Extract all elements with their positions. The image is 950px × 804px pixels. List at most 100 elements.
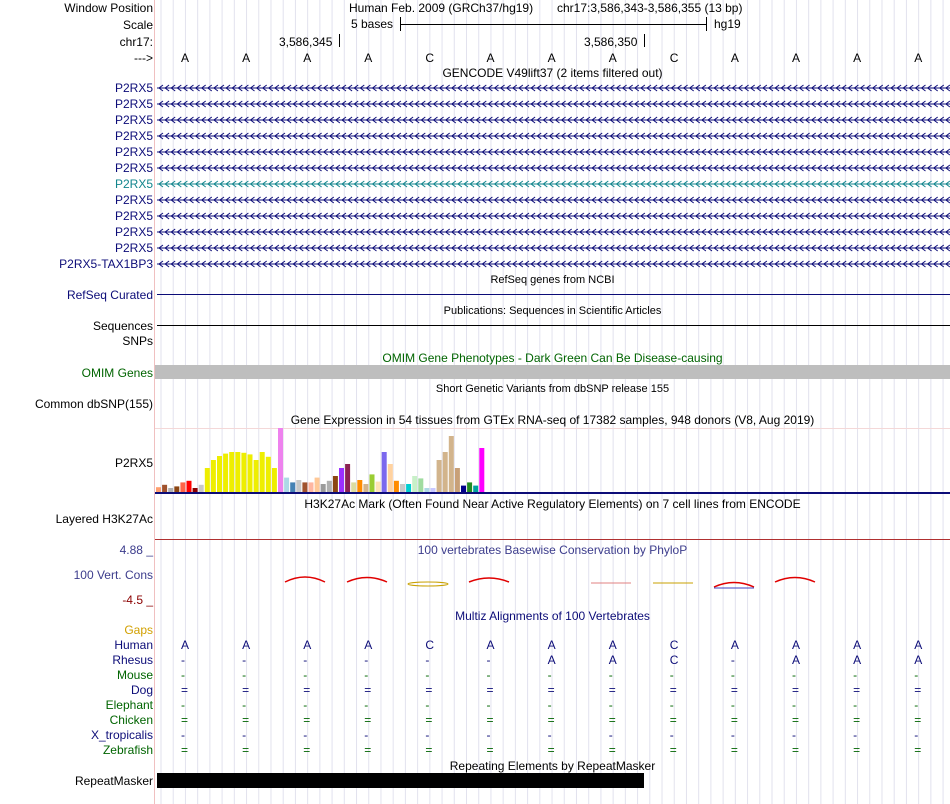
strand-arrow-icon xyxy=(579,148,585,156)
gencode-item-label[interactable]: P2RX5 xyxy=(114,145,153,159)
strand-arrow-icon xyxy=(365,196,371,204)
strand-arrow-icon xyxy=(188,116,194,124)
snps-label[interactable]: SNPs xyxy=(122,334,153,348)
species-label[interactable]: Elephant xyxy=(105,698,153,712)
gencode-item-label[interactable]: P2RX5 xyxy=(114,129,153,143)
omim-bar[interactable] xyxy=(155,365,950,379)
strand-arrow-icon xyxy=(286,212,292,220)
species-label[interactable]: Chicken xyxy=(109,713,153,727)
phylop-label[interactable]: 100 Vert. Cons xyxy=(73,568,153,582)
gencode-item-label[interactable]: P2RX5 xyxy=(114,81,153,95)
species-label[interactable]: Human xyxy=(114,638,153,652)
gencode-transcript-line[interactable] xyxy=(157,131,950,141)
omim-label[interactable]: OMIM Genes xyxy=(81,366,153,380)
gencode-item-label[interactable]: P2RX5 xyxy=(114,225,153,239)
strand-arrow-icon xyxy=(737,196,743,204)
strand-arrow-icon xyxy=(554,212,560,220)
gaps-label[interactable]: Gaps xyxy=(124,623,153,637)
strand-arrow-icon xyxy=(774,84,780,92)
strand-arrow-icon xyxy=(182,100,188,108)
gencode-transcript-line[interactable] xyxy=(157,259,950,269)
gencode-item-label[interactable]: P2RX5 xyxy=(114,177,153,191)
strand-arrow-icon xyxy=(420,260,426,268)
position-text[interactable]: chr17:3,586,343-3,586,355 (13 bp) xyxy=(557,1,743,15)
repeatmasker-bar[interactable] xyxy=(157,773,644,788)
strand-arrow-icon xyxy=(731,196,737,204)
gencode-transcript-line[interactable] xyxy=(157,243,950,253)
strand-arrow-icon xyxy=(170,84,176,92)
gencode-item-label[interactable]: P2RX5 xyxy=(114,209,153,223)
gencode-transcript-line[interactable] xyxy=(157,83,950,93)
strand-arrow-icon xyxy=(877,84,884,92)
species-label[interactable]: Rhesus xyxy=(112,653,153,667)
strand-arrow-icon xyxy=(908,212,914,220)
strand-arrow-icon xyxy=(389,116,396,124)
strand-arrow-icon xyxy=(499,100,505,108)
gencode-item-label[interactable]: P2RX5 xyxy=(114,97,153,111)
strand-arrow-icon xyxy=(737,260,743,268)
species-label[interactable]: Dog xyxy=(130,683,153,697)
strand-arrow-icon xyxy=(475,164,481,172)
h3k27ac-label[interactable]: Layered H3K27Ac xyxy=(55,512,153,526)
species-label[interactable]: Zebrafish xyxy=(102,743,153,757)
alignment-base: = xyxy=(486,713,494,727)
strand-arrow-icon xyxy=(548,260,554,268)
gencode-transcript-line[interactable] xyxy=(157,99,950,109)
species-label[interactable]: X_tropicalis xyxy=(90,728,153,742)
gencode-item-label[interactable]: P2RX5 xyxy=(114,161,153,175)
strand-arrow-icon xyxy=(658,84,664,92)
gtex-bar xyxy=(473,485,479,492)
strand-arrow-icon xyxy=(908,148,914,156)
gencode-transcript-line[interactable] xyxy=(157,211,950,221)
strand-arrow-icon xyxy=(926,132,932,140)
dbsnp-label[interactable]: Common dbSNP(155) xyxy=(34,397,153,411)
strand-arrow-icon xyxy=(621,260,627,268)
strand-arrow-icon xyxy=(316,196,322,204)
strand-arrow-icon xyxy=(505,260,511,268)
strand-arrow-icon xyxy=(731,228,737,236)
strand-arrow-icon xyxy=(719,260,725,268)
strand-arrow-icon xyxy=(298,100,304,108)
refseq-label[interactable]: RefSeq Curated xyxy=(66,288,153,302)
gencode-item-label[interactable]: P2RX5 xyxy=(114,193,153,207)
strand-arrow-icon xyxy=(450,196,457,204)
strand-arrow-icon xyxy=(865,164,871,172)
strand-arrow-icon xyxy=(408,148,414,156)
strand-arrow-icon xyxy=(511,164,518,172)
strand-arrow-icon xyxy=(359,116,365,124)
strand-arrow-icon xyxy=(219,132,225,140)
strand-arrow-icon xyxy=(749,84,755,92)
strand-arrow-icon xyxy=(774,116,780,124)
gencode-transcript-line[interactable] xyxy=(157,163,950,173)
strand-arrow-icon xyxy=(621,164,627,172)
strand-arrow-icon xyxy=(274,100,280,108)
strand-arrow-icon xyxy=(786,212,792,220)
gencode-transcript-line[interactable] xyxy=(157,115,950,125)
repeatmasker-label[interactable]: RepeatMasker xyxy=(74,774,153,788)
gencode-item-label[interactable]: P2RX5-TAX1BP3 xyxy=(59,257,153,271)
strand-arrow-icon xyxy=(225,132,231,140)
strand-arrow-icon xyxy=(597,244,603,252)
strand-arrow-icon xyxy=(640,180,646,188)
strand-arrow-icon xyxy=(194,84,200,92)
gencode-item-label[interactable]: P2RX5 xyxy=(114,241,153,255)
strand-arrow-icon xyxy=(237,116,243,124)
alignment-base: - xyxy=(669,728,674,742)
strand-arrow-icon xyxy=(469,196,475,204)
sequences-label[interactable]: Sequences xyxy=(92,319,153,333)
gencode-transcript-line[interactable] xyxy=(157,147,950,157)
species-label[interactable]: Mouse xyxy=(116,668,153,682)
gencode-transcript-line[interactable] xyxy=(157,195,950,205)
gencode-item-label[interactable]: P2RX5 xyxy=(114,113,153,127)
gencode-transcript-line[interactable] xyxy=(157,179,950,189)
gencode-transcript-line[interactable] xyxy=(157,227,950,237)
strand-arrow-icon xyxy=(298,164,304,172)
strand-arrow-icon xyxy=(365,100,371,108)
strand-arrow-icon xyxy=(511,84,518,92)
strand-arrow-icon xyxy=(219,244,225,252)
gtex-label[interactable]: P2RX5 xyxy=(114,456,153,470)
strand-arrow-icon xyxy=(524,148,530,156)
strand-arrow-icon xyxy=(914,260,920,268)
strand-arrow-icon xyxy=(627,116,633,124)
